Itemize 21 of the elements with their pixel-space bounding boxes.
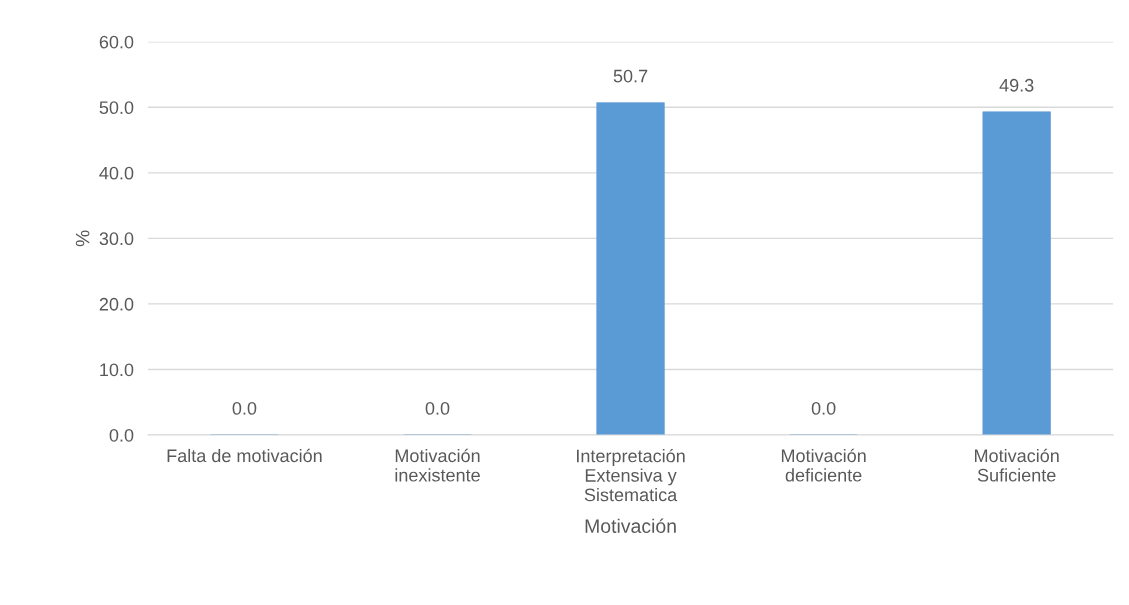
data-label: 49.3 xyxy=(999,78,1034,92)
y-tick-label: 20.0 xyxy=(99,297,134,311)
x-tick-label: Falta de motivación xyxy=(167,448,322,463)
x-tick-label: Motivación inexistente xyxy=(395,448,480,482)
x-tick-label: Motivación Suficiente xyxy=(975,448,1059,482)
y-tick-label: 10.0 xyxy=(100,363,134,377)
y-tick-label: 60.0 xyxy=(99,35,134,49)
y-tick-label: 50.0 xyxy=(99,101,134,115)
data-label: 0.0 xyxy=(425,401,450,415)
y-axis-title: % xyxy=(75,230,90,247)
x-tick-label: Interpretación Extensiva y Sistematica xyxy=(577,448,685,502)
data-label: 0.0 xyxy=(811,401,836,415)
data-label: 0.0 xyxy=(232,401,257,415)
y-tick-label: 30.0 xyxy=(99,232,134,246)
x-axis-title: Motivación xyxy=(585,518,676,533)
y-tick-label: 0.0 xyxy=(109,428,134,442)
bar xyxy=(596,102,665,435)
y-tick-label: 40.0 xyxy=(99,166,134,180)
data-label: 50.7 xyxy=(613,69,648,83)
bar xyxy=(982,111,1051,435)
x-tick-label: Motivación deficiente xyxy=(781,448,866,482)
